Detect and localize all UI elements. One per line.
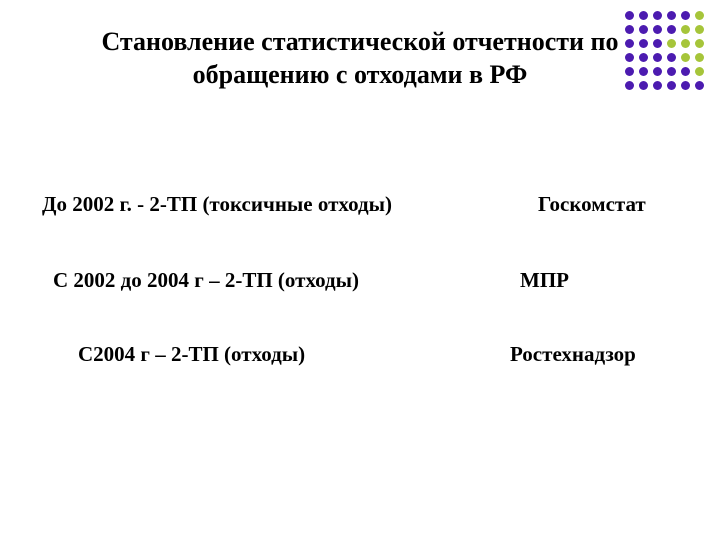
row-1-right-text: Госкомстат bbox=[538, 192, 646, 217]
dot-icon bbox=[653, 81, 662, 90]
title-line-2: обращению с отходами в РФ bbox=[193, 60, 528, 89]
dot-icon bbox=[667, 11, 676, 20]
dot-icon bbox=[653, 25, 662, 34]
dot-icon bbox=[639, 67, 648, 76]
title-line-1: Становление статистической отчетности по bbox=[101, 27, 618, 56]
slide-title: Становление статистической отчетности по… bbox=[0, 26, 720, 91]
dot-icon bbox=[667, 39, 676, 48]
dot-icon bbox=[667, 81, 676, 90]
dot-icon bbox=[625, 53, 634, 62]
dot-icon bbox=[653, 11, 662, 20]
row-1-left-text: До 2002 г. - 2-ТП (токсичные отходы) bbox=[42, 192, 392, 217]
dot-icon bbox=[625, 39, 634, 48]
dot-icon bbox=[681, 53, 690, 62]
decorative-dot-grid bbox=[622, 8, 706, 92]
row-3-right-text: Ростехнадзор bbox=[510, 342, 636, 367]
dot-icon bbox=[653, 53, 662, 62]
dot-icon bbox=[653, 67, 662, 76]
dot-icon bbox=[639, 11, 648, 20]
dot-icon bbox=[639, 39, 648, 48]
dot-icon bbox=[639, 53, 648, 62]
dot-icon bbox=[639, 81, 648, 90]
row-3-left-text: С2004 г – 2-ТП (отходы) bbox=[78, 342, 305, 367]
dot-icon bbox=[681, 25, 690, 34]
dot-icon bbox=[625, 11, 634, 20]
dot-icon bbox=[625, 25, 634, 34]
dot-icon bbox=[695, 25, 704, 34]
dot-icon bbox=[667, 53, 676, 62]
dot-icon bbox=[695, 53, 704, 62]
dot-icon bbox=[695, 11, 704, 20]
dot-icon bbox=[667, 67, 676, 76]
dot-icon bbox=[639, 25, 648, 34]
dot-icon bbox=[695, 39, 704, 48]
dot-icon bbox=[681, 67, 690, 76]
dot-icon bbox=[695, 67, 704, 76]
dot-icon bbox=[681, 11, 690, 20]
dot-icon bbox=[667, 25, 676, 34]
dot-icon bbox=[681, 39, 690, 48]
row-2-left-text: С 2002 до 2004 г – 2-ТП (отходы) bbox=[53, 268, 359, 293]
dot-icon bbox=[653, 39, 662, 48]
dot-icon bbox=[625, 67, 634, 76]
dot-icon bbox=[695, 81, 704, 90]
dot-icon bbox=[681, 81, 690, 90]
row-2-right-text: МПР bbox=[520, 268, 569, 293]
dot-icon bbox=[625, 81, 634, 90]
